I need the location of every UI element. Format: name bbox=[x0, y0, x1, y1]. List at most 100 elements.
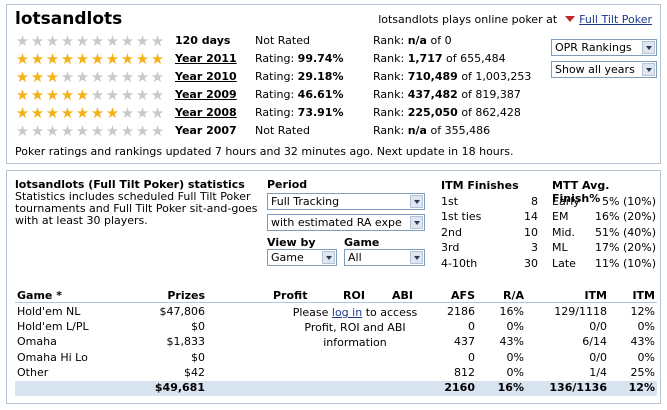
rating-period[interactable]: Year 2009 bbox=[175, 88, 237, 101]
rating-period: Year 2007 bbox=[175, 124, 237, 137]
mtt-finish-label: Mid. bbox=[552, 225, 576, 239]
cell-ra: 0% bbox=[506, 365, 524, 379]
rank-value: Rank: 1,717 of 655,484 bbox=[373, 52, 506, 65]
star-icon: ★ bbox=[90, 86, 105, 104]
years-select[interactable]: Show all years bbox=[551, 61, 657, 78]
itm-finish-row: 1st ties 14 bbox=[441, 210, 538, 226]
site-link[interactable]: Full Tilt Poker bbox=[579, 13, 652, 26]
star-icon: ★ bbox=[30, 50, 45, 68]
star-icon: ★ bbox=[120, 122, 135, 140]
star-icon: ★ bbox=[120, 104, 135, 122]
cell-afs: 437 bbox=[454, 335, 475, 349]
itm-finish-value: 3 bbox=[531, 241, 538, 255]
itm-finish-row: 1st 8 bbox=[441, 195, 538, 211]
star-icon: ★ bbox=[150, 50, 165, 68]
rank-value: Rank: 710,489 of 1,003,253 bbox=[373, 70, 532, 83]
mtt-finish-value: 17% (20%) bbox=[595, 241, 656, 255]
estimate-select[interactable]: with estimated RA expe bbox=[267, 214, 425, 231]
dropdown-arrow-icon[interactable] bbox=[410, 251, 423, 264]
header-itm[interactable]: ITM bbox=[584, 289, 607, 302]
itm-finish-value: 30 bbox=[524, 256, 538, 270]
cell-game: Omaha bbox=[17, 335, 57, 349]
header-itm-percent[interactable]: ITM bbox=[632, 289, 655, 302]
game-filter-select[interactable]: All bbox=[344, 249, 425, 266]
cell-itmp: 0% bbox=[637, 320, 655, 334]
cell-itm: 129/1118 bbox=[554, 305, 607, 318]
mtt-finish-value: 16% (20%) bbox=[595, 210, 656, 224]
rating-row: ★ ★ ★ ★ ★ ★ ★ ★ ★ ★ Year 2009 Rating: 46.61% Rank: 4… bbox=[15, 86, 655, 104]
login-link[interactable]: log in bbox=[331, 306, 363, 319]
rating-row: ★ ★ ★ ★ ★ ★ ★ ★ ★ ★ Year 2008 Rating: 73.91% Rank: 2… bbox=[15, 104, 655, 122]
mtt-finish-row: Early 5% (10%) bbox=[552, 195, 656, 211]
dropdown-arrow-icon[interactable] bbox=[410, 195, 423, 208]
star-icon: ★ bbox=[30, 104, 45, 122]
rating-period[interactable]: Year 2010 bbox=[175, 70, 237, 83]
rating-row: ★ ★ ★ ★ ★ ★ ★ ★ ★ ★ Year 2007 Not Rated Rank: n/a o… bbox=[15, 122, 655, 140]
dropdown-arrow-icon[interactable] bbox=[410, 216, 423, 229]
star-icon: ★ bbox=[120, 50, 135, 68]
mtt-finish-label: ML bbox=[552, 241, 568, 255]
statistics-panel: lotsandlots (Full Tilt Poker) statistics… bbox=[6, 170, 661, 404]
header-game[interactable]: Game * bbox=[17, 289, 62, 302]
ratings-list: ★ ★ ★ ★ ★ ★ ★ ★ ★ ★ 120 days Not Rated Rank: n/a of… bbox=[15, 32, 655, 140]
star-icon: ★ bbox=[150, 86, 165, 104]
star-icon: ★ bbox=[45, 104, 60, 122]
game-filter-value: All bbox=[348, 251, 362, 264]
site-marker-icon bbox=[565, 16, 576, 22]
star-icon: ★ bbox=[150, 104, 165, 122]
star-rating: ★ ★ ★ ★ ★ ★ ★ ★ ★ ★ bbox=[15, 33, 165, 49]
star-rating: ★ ★ ★ ★ ★ ★ ★ ★ ★ ★ bbox=[15, 87, 165, 103]
period-label: Period bbox=[267, 178, 308, 191]
cell-prizes: $0 bbox=[191, 320, 205, 334]
mtt-finish-label: EM bbox=[552, 210, 569, 224]
star-rating: ★ ★ ★ ★ ★ ★ ★ ★ ★ ★ bbox=[15, 123, 165, 139]
header-afs[interactable]: AFS bbox=[451, 289, 475, 302]
star-icon: ★ bbox=[105, 32, 120, 50]
dropdown-arrow-icon[interactable] bbox=[642, 41, 655, 54]
star-icon: ★ bbox=[150, 68, 165, 86]
mtt-finish-label: Late bbox=[552, 256, 576, 270]
star-icon: ★ bbox=[120, 32, 135, 50]
plays-text: lotsandlots plays online poker at bbox=[378, 13, 558, 26]
itm-finish-value: 10 bbox=[524, 225, 538, 239]
itm-finish-row: 4-10th 30 bbox=[441, 257, 538, 273]
update-note: Poker ratings and rankings updated 7 hou… bbox=[15, 145, 514, 158]
dropdown-arrow-icon[interactable] bbox=[642, 63, 655, 76]
star-icon: ★ bbox=[30, 122, 45, 140]
table-row: Omaha $1,833 437 43% 6/14 43% bbox=[15, 335, 657, 350]
estimate-value: with estimated RA expe bbox=[271, 216, 402, 229]
star-icon: ★ bbox=[135, 32, 150, 50]
table-row: Hold'em L/PL $0 0 0% 0/0 0% bbox=[15, 320, 657, 335]
rankings-type-select[interactable]: OPR Rankings bbox=[551, 39, 657, 56]
star-icon: ★ bbox=[135, 50, 150, 68]
rating-period[interactable]: Year 2011 bbox=[175, 52, 237, 65]
star-icon: ★ bbox=[45, 122, 60, 140]
header-abi[interactable]: ABI bbox=[392, 289, 413, 302]
total-afs: 2160 bbox=[444, 380, 475, 394]
star-rating: ★ ★ ★ ★ ★ ★ ★ ★ ★ ★ bbox=[15, 105, 165, 121]
table-total-row: $49,681 2160 16% 136/1136 12% bbox=[15, 380, 657, 396]
star-icon: ★ bbox=[75, 68, 90, 86]
itm-finish-row: 2nd 10 bbox=[441, 226, 538, 242]
header-ra[interactable]: R/A bbox=[502, 289, 524, 302]
header-prizes[interactable]: Prizes bbox=[167, 289, 205, 302]
itm-finish-label: 3rd bbox=[441, 241, 460, 255]
header-profit[interactable]: Profit bbox=[273, 289, 308, 302]
dropdown-arrow-icon[interactable] bbox=[322, 251, 335, 264]
itm-finish-value: 8 bbox=[531, 194, 538, 208]
star-icon: ★ bbox=[105, 68, 120, 86]
star-icon: ★ bbox=[15, 68, 30, 86]
itm-finish-label: 4-10th bbox=[441, 256, 478, 270]
star-icon: ★ bbox=[75, 104, 90, 122]
star-icon: ★ bbox=[75, 32, 90, 50]
cell-itm: 0/0 bbox=[589, 320, 607, 334]
viewby-select[interactable]: Game bbox=[267, 249, 337, 266]
star-icon: ★ bbox=[60, 50, 75, 68]
header-roi[interactable]: ROI bbox=[343, 289, 365, 302]
cell-itmp: 0% bbox=[637, 350, 655, 364]
rating-period[interactable]: Year 2008 bbox=[175, 106, 237, 119]
table-row: Omaha Hi Lo $0 0 0% 0/0 0% bbox=[15, 351, 657, 366]
mtt-finish-value: 51% (40%) bbox=[595, 225, 656, 239]
period-select[interactable]: Full Tracking bbox=[267, 193, 425, 210]
cell-afs: 0 bbox=[468, 320, 475, 334]
